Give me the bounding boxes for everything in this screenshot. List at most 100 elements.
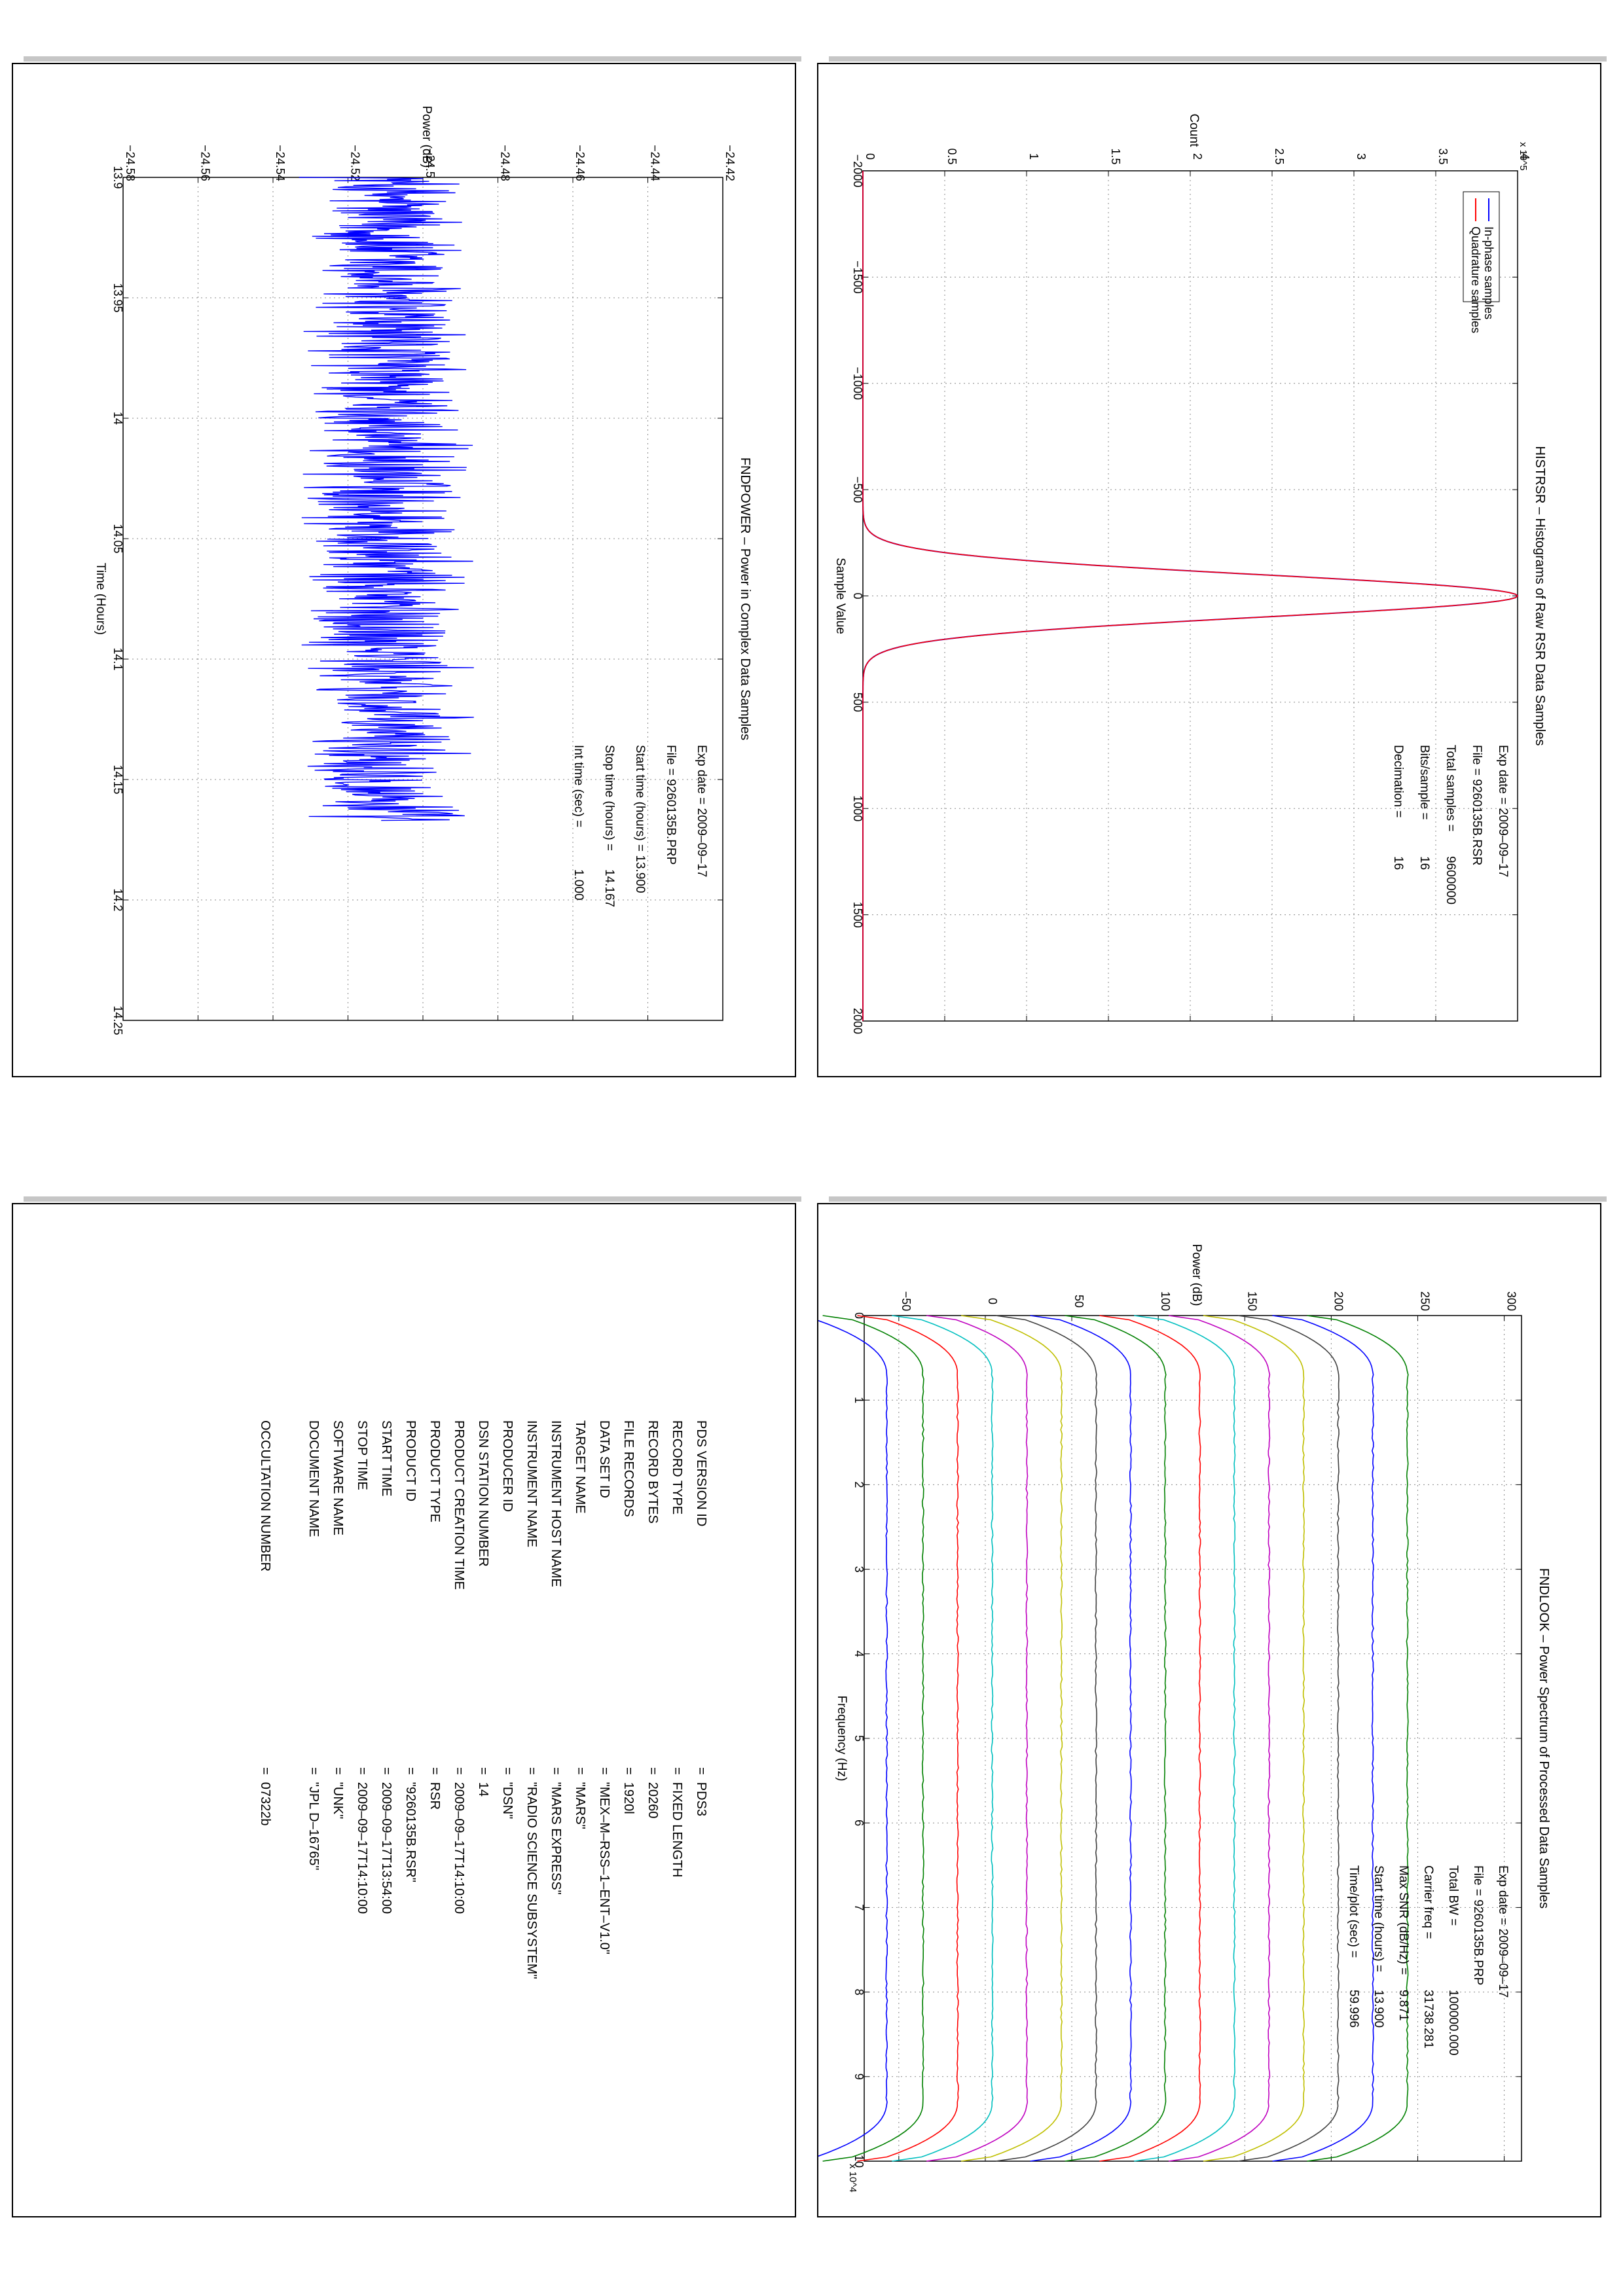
label-key: OCCULTATION NUMBER — [258, 1420, 272, 1572]
spectrum-series-15 — [1307, 1315, 1409, 2162]
x-tick-label: 0 — [851, 592, 864, 599]
info-value: 14.167 — [602, 869, 616, 907]
y-tick-label: 100 — [1159, 1291, 1172, 1311]
label-key: INSTRUMENT NAME — [524, 1420, 539, 1548]
label-value: = 2009–09–17T13:54:00 — [379, 1767, 393, 1914]
x-tick-label: 9 — [852, 2073, 866, 2080]
info-label: Total BW = — [1446, 1865, 1460, 1926]
spectrum-series-7 — [1030, 1315, 1132, 2162]
x-tick-label: 14.2 — [111, 888, 124, 911]
spectrum-series-2 — [857, 1315, 959, 2162]
x-tick-label: 14.05 — [111, 524, 124, 553]
x-tick-label: 1000 — [851, 795, 864, 821]
spectrum-series-12 — [1203, 1315, 1305, 2162]
x-axis-label: Sample Value — [833, 558, 847, 634]
label-value: = PDS3 — [694, 1767, 708, 1817]
x-tick-label: −500 — [851, 476, 864, 503]
info-label: Exp date = 2009–09–17 — [1496, 745, 1510, 877]
x-tick-label: −1000 — [851, 367, 864, 400]
x-tick-label: 2 — [852, 1481, 866, 1488]
x-tick-label: 6 — [852, 1820, 866, 1826]
spectrum-series-3 — [892, 1315, 994, 2162]
info-value: 16 — [1417, 856, 1431, 870]
y-tick-label: −50 — [900, 1291, 913, 1312]
label-value: = 20260 — [646, 1767, 660, 1819]
label-value: = "JPL D–16765" — [306, 1767, 321, 1871]
info-value: 100000.000 — [1446, 1990, 1460, 2055]
y-tick-label: 0.5 — [945, 148, 958, 164]
x-tick-label: 1 — [852, 1397, 866, 1403]
x-tick-label: −1500 — [851, 260, 864, 294]
panel-shadow — [829, 56, 1607, 62]
info-label: Start time (hours) = 13.900 — [633, 745, 647, 893]
label-key: PRODUCT ID — [403, 1420, 418, 1502]
spectrum-series-9 — [1099, 1315, 1201, 2162]
y-tick-label: −24.44 — [649, 145, 662, 181]
y-tick-label: 1.5 — [1109, 148, 1122, 164]
label-key: PRODUCER ID — [500, 1420, 515, 1513]
label-value: = 1920l — [621, 1767, 636, 1814]
label-table: PDS VERSION ID = PDS3 RECORD TYPE = FIXED L… — [54, 1420, 708, 2271]
label-value: = "RADIO SCIENCE SUBSYSTEM" — [524, 1767, 539, 1979]
label-value: = "UNK" — [331, 1767, 345, 1820]
histogram-chart: −2000 −1500 −1000 −500 0 500 1000 1500 2000 0 0.5 1… — [833, 114, 1547, 1034]
x-tick-label: 4 — [852, 1651, 866, 1657]
legend-label: Quadrature samples — [1469, 226, 1482, 333]
power-plot-panel: 13.9 13.95 14 14.05 14.1 14.15 14.2 14.25 −24.58… — [12, 63, 796, 1077]
x-tick-label: 13.95 — [111, 283, 124, 312]
info-value: 9600000 — [1444, 856, 1457, 905]
y-tick-label: 0 — [986, 1298, 999, 1304]
label-value: = "DSN" — [500, 1767, 515, 1820]
power-info: Exp date = 2009–09–17 File = 9260135B.PRP… — [572, 745, 708, 907]
x-tick-label: 14.1 — [111, 647, 124, 670]
power-chart: 13.9 13.95 14 14.05 14.1 14.15 14.2 14.25 −24.58… — [94, 105, 752, 1035]
info-label: Bits/sample = — [1417, 745, 1431, 820]
label-value: = 14 — [476, 1767, 490, 1797]
label-value: = "MARS EXPRESS" — [549, 1767, 563, 1895]
label-value: = FIXED LENGTH — [670, 1767, 684, 1878]
label-key: PDS VERSION ID — [694, 1420, 708, 1527]
label-key: FILE RECORDS — [621, 1420, 636, 1517]
spectrum-series-13 — [1237, 1315, 1340, 2162]
y-tick-label: 3.5 — [1436, 148, 1450, 164]
info-label: Max SNR (dB/Hz) = — [1396, 1865, 1410, 1975]
info-label: Exp date = 2009–09–17 — [695, 745, 708, 877]
y-tick-label: 150 — [1245, 1291, 1258, 1311]
x-axis-label: Frequency (Hz) — [835, 1696, 848, 1782]
info-value: 59.996 — [1347, 1990, 1360, 2028]
info-label: Carrier freq = — [1421, 1865, 1435, 1939]
label-value: = "9260135B.RSR" — [403, 1767, 418, 1882]
spectrum-series-4 — [926, 1315, 1029, 2162]
info-value: 31738.281 — [1421, 1990, 1435, 2049]
info-value: 9.871 — [1396, 1990, 1410, 2021]
info-value: 16 — [1391, 856, 1405, 870]
y-tick-label: 3 — [1355, 153, 1368, 160]
spectrum-series-11 — [1168, 1315, 1271, 2162]
y-tick-label: 200 — [1332, 1291, 1345, 1311]
y-tick-label: 250 — [1418, 1291, 1431, 1311]
x-exponent-label: x 10^4 — [847, 2164, 858, 2193]
histogram-info: Exp date = 2009–09–17 File = 9260135B.RSR… — [1391, 745, 1510, 905]
spectrum-series-8 — [1065, 1315, 1167, 2162]
x-tick-label: −2000 — [851, 154, 864, 188]
label-value: = 2009–09–17T14:10:00 — [355, 1767, 369, 1914]
info-label: Total samples = — [1444, 745, 1457, 832]
y-tick-label: −24.54 — [274, 145, 287, 181]
spectrum-plot-panel: 0 1 2 3 4 5 6 7 8 9 10 −50 0 50 100 150 200 250 300 Frequen… — [817, 1203, 1601, 2217]
legend-box — [1463, 191, 1500, 302]
label-key: SOFTWARE NAME — [331, 1420, 345, 1535]
spectrum-series-10 — [1134, 1315, 1236, 2162]
y-exponent-label: x 10^5 — [1518, 142, 1529, 171]
info-label: Int time (sec) = — [572, 745, 585, 827]
y-tick-label: 50 — [1072, 1295, 1085, 1308]
chart-title: FNDLOOK – Power Spectrum of Processed Da… — [1537, 1568, 1551, 1909]
y-tick-label: −24.52 — [349, 145, 362, 181]
y-tick-label: 1 — [1027, 153, 1040, 160]
chart-title: HISTRSR – Histograms of Raw RSR Data Sam… — [1533, 446, 1547, 746]
x-tick-label: 13.9 — [111, 166, 124, 188]
label-key: TARGET NAME — [573, 1420, 587, 1514]
y-tick-label: 2.5 — [1273, 148, 1286, 164]
info-value: 1.000 — [572, 869, 585, 901]
